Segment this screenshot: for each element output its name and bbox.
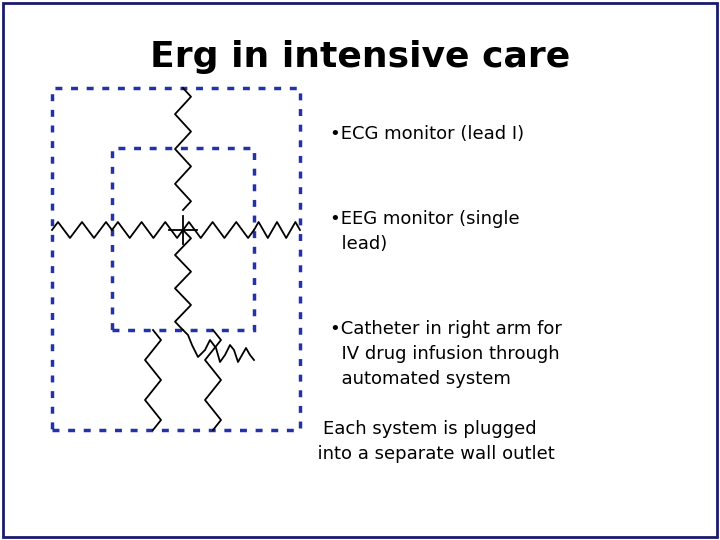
Text: •EEG monitor (single
  lead): •EEG monitor (single lead) — [330, 210, 520, 253]
Text: •ECG monitor (lead I): •ECG monitor (lead I) — [330, 125, 524, 143]
Text: •Catheter in right arm for
  IV drug infusion through
  automated system: •Catheter in right arm for IV drug infus… — [330, 320, 562, 388]
Text: Each system is plugged
  into a separate wall outlet: Each system is plugged into a separate w… — [305, 420, 554, 463]
Text: Erg in intensive care: Erg in intensive care — [150, 40, 570, 74]
Bar — [52, 88, 300, 430]
Bar — [112, 148, 254, 330]
